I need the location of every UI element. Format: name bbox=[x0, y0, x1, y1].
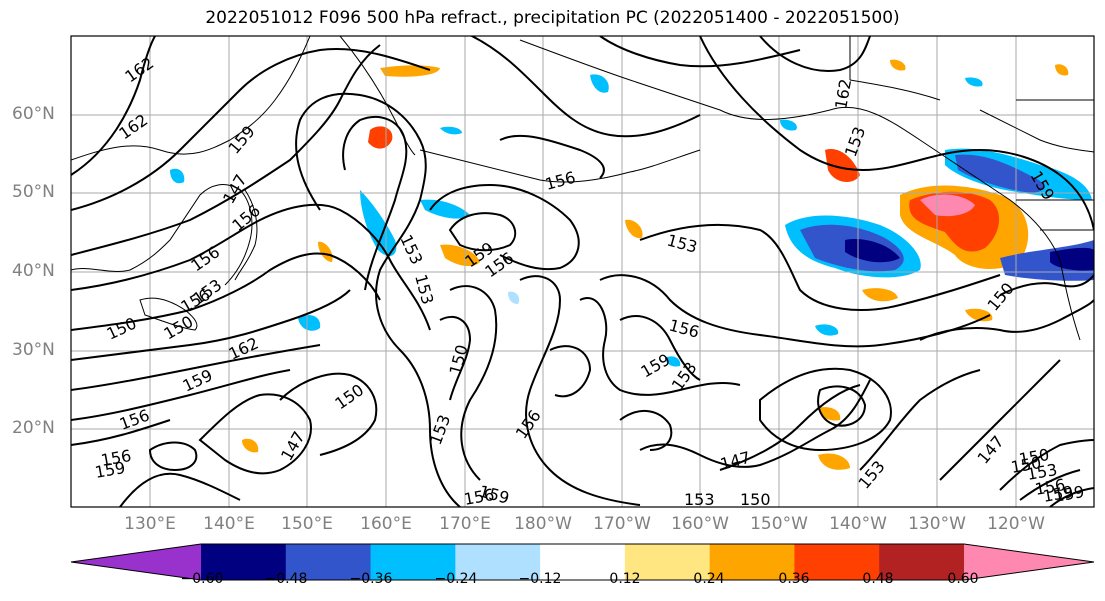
contour-label: 159 bbox=[638, 350, 674, 382]
lon-label: 170°E bbox=[439, 514, 491, 534]
contour-label: 147 bbox=[718, 448, 752, 474]
contour-label: 159 bbox=[225, 122, 259, 158]
contour-label: 156 bbox=[462, 485, 495, 509]
lon-label: 180°W bbox=[514, 514, 572, 534]
lon-label: 160°W bbox=[671, 514, 729, 534]
map-frame bbox=[70, 35, 1095, 508]
lon-label: 130°E bbox=[124, 514, 176, 534]
colorbar-tick-label: 0.60 bbox=[947, 571, 979, 587]
colorbar-tick-label: −0.24 bbox=[434, 571, 478, 587]
colorbar-tick-label: −0.48 bbox=[264, 571, 308, 587]
contour-label: 153 bbox=[841, 124, 869, 159]
colorbar-tick-label: 0.36 bbox=[778, 571, 810, 587]
contour-label: 150 bbox=[984, 279, 1018, 315]
colorbar-tick-label: −0.60 bbox=[180, 571, 224, 587]
colorbar-tick-label: −0.36 bbox=[349, 571, 393, 587]
colorbar-outline bbox=[70, 543, 1095, 581]
lon-label: 140°E bbox=[203, 514, 255, 534]
colorbar-tick-label: 0.12 bbox=[609, 571, 641, 587]
contour-label: 150 bbox=[331, 380, 367, 413]
colorbar-bin bbox=[540, 544, 626, 580]
colorbar-bin bbox=[709, 544, 795, 580]
colorbar-bin bbox=[370, 544, 456, 580]
contour-label: 147 bbox=[277, 428, 309, 464]
contour-label: 156 bbox=[512, 406, 545, 442]
colorbar-extend-low bbox=[71, 544, 201, 580]
contour-label: 162 bbox=[831, 77, 855, 110]
contour-label: 150 bbox=[446, 343, 472, 377]
contour-label: 156 bbox=[187, 242, 223, 275]
geopotential-contours bbox=[71, 36, 1094, 507]
lat-label: 40°N bbox=[12, 261, 55, 281]
lon-label: 160°E bbox=[360, 514, 412, 534]
colorbar-bin bbox=[201, 544, 287, 580]
colorbar-bin bbox=[285, 544, 372, 580]
colorbar-tick-label: 0.24 bbox=[693, 571, 725, 587]
contour-label: 147 bbox=[974, 432, 1008, 468]
precip-positive bbox=[920, 194, 975, 217]
contour-label: 162 bbox=[121, 53, 157, 86]
colorbar-bin bbox=[879, 544, 965, 580]
colorbar-tick-label: −0.12 bbox=[518, 571, 562, 587]
contour-label: 150 bbox=[740, 490, 771, 509]
contour-label: 156 bbox=[667, 316, 701, 342]
contour-label: 153 bbox=[411, 272, 437, 306]
precip-shading bbox=[170, 59, 1094, 470]
lat-label: 60°N bbox=[12, 104, 55, 124]
coastlines bbox=[71, 36, 1094, 341]
contour-label: 156 bbox=[117, 405, 152, 433]
lon-label: 150°W bbox=[750, 514, 808, 534]
lon-label: 140°W bbox=[829, 514, 887, 534]
contour-label: 156 bbox=[543, 168, 577, 194]
lon-label: 130°W bbox=[908, 514, 966, 534]
map-body: 162 162 159 156 153 150 162 159 156 159 … bbox=[71, 36, 1094, 509]
contour-label: 159 bbox=[1052, 482, 1085, 506]
colorbar-bin bbox=[455, 544, 541, 580]
contour-label: 150 bbox=[104, 313, 140, 343]
lat-label: 20°N bbox=[12, 418, 55, 438]
contour-label: 156 bbox=[99, 446, 132, 470]
colorbar-tick-label: 0.48 bbox=[862, 571, 894, 587]
colorbar-extend-high bbox=[964, 544, 1094, 580]
contour-label: 153 bbox=[396, 232, 426, 268]
lon-label: 120°W bbox=[987, 514, 1045, 534]
colorbar-bin bbox=[624, 544, 711, 580]
contour-label: 153 bbox=[684, 490, 715, 509]
map-title: 2022051012 F096 500 hPa refract., precip… bbox=[205, 8, 900, 28]
colorbar-bin bbox=[794, 544, 880, 580]
colorbar bbox=[70, 543, 1095, 581]
lat-label: 50°N bbox=[12, 182, 55, 202]
contour-label: 153 bbox=[665, 231, 699, 257]
contour-label: 153 bbox=[855, 457, 889, 493]
lon-label: 170°W bbox=[593, 514, 651, 534]
lat-label: 30°N bbox=[12, 340, 55, 360]
contour-label: 150 bbox=[161, 312, 197, 344]
lon-label: 150°E bbox=[281, 514, 333, 534]
